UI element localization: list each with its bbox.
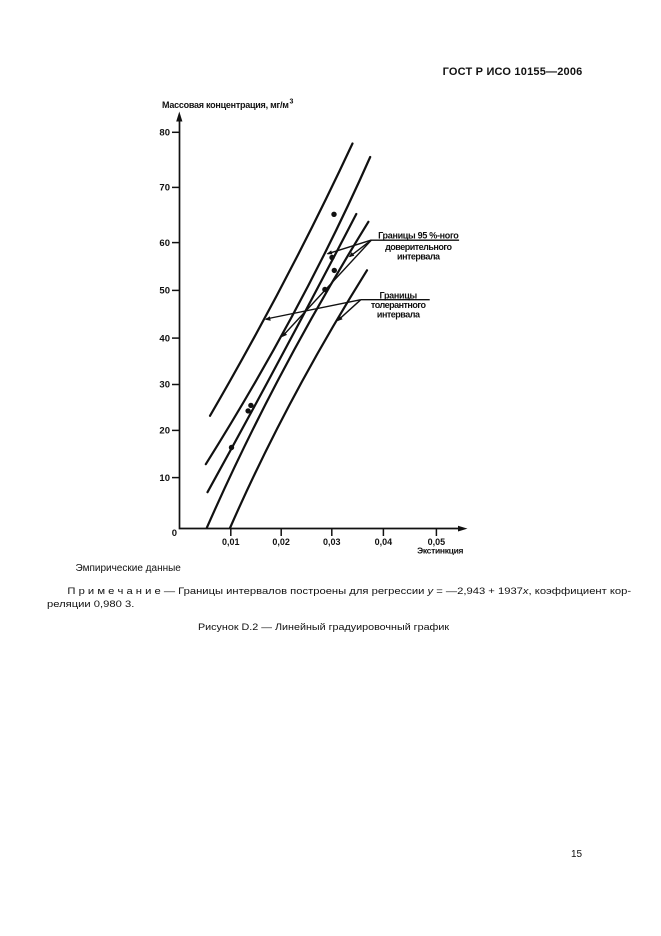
- svg-text:Экстинкция: Экстинкция: [417, 546, 463, 556]
- svg-text:Массовая концентрация, мг/м: Массовая концентрация, мг/м: [162, 100, 289, 110]
- svg-text:0,05: 0,05: [428, 537, 446, 547]
- svg-text:толерантного: толерантного: [371, 300, 427, 310]
- svg-text:0,02: 0,02: [272, 537, 290, 547]
- svg-text:интервала: интервала: [377, 309, 421, 319]
- svg-text:Границы 95 %-ного: Границы 95 %-ного: [378, 231, 459, 241]
- svg-text:10: 10: [159, 473, 170, 484]
- svg-text:80: 80: [159, 128, 170, 139]
- svg-text:60: 60: [159, 238, 170, 249]
- svg-text:0,03: 0,03: [323, 537, 341, 547]
- svg-text:50: 50: [159, 286, 170, 297]
- svg-text:20: 20: [159, 426, 170, 437]
- svg-text:интервала: интервала: [397, 252, 441, 262]
- svg-text:0,01: 0,01: [222, 537, 240, 547]
- svg-text:0,04: 0,04: [375, 537, 393, 547]
- svg-text:3: 3: [290, 99, 294, 106]
- svg-text:30: 30: [159, 380, 170, 391]
- svg-text:Границы: Границы: [380, 291, 418, 301]
- svg-text:доверительного: доверительного: [385, 242, 452, 252]
- svg-text:70: 70: [159, 183, 170, 194]
- svg-text:40: 40: [159, 333, 170, 344]
- svg-text:0: 0: [172, 528, 177, 539]
